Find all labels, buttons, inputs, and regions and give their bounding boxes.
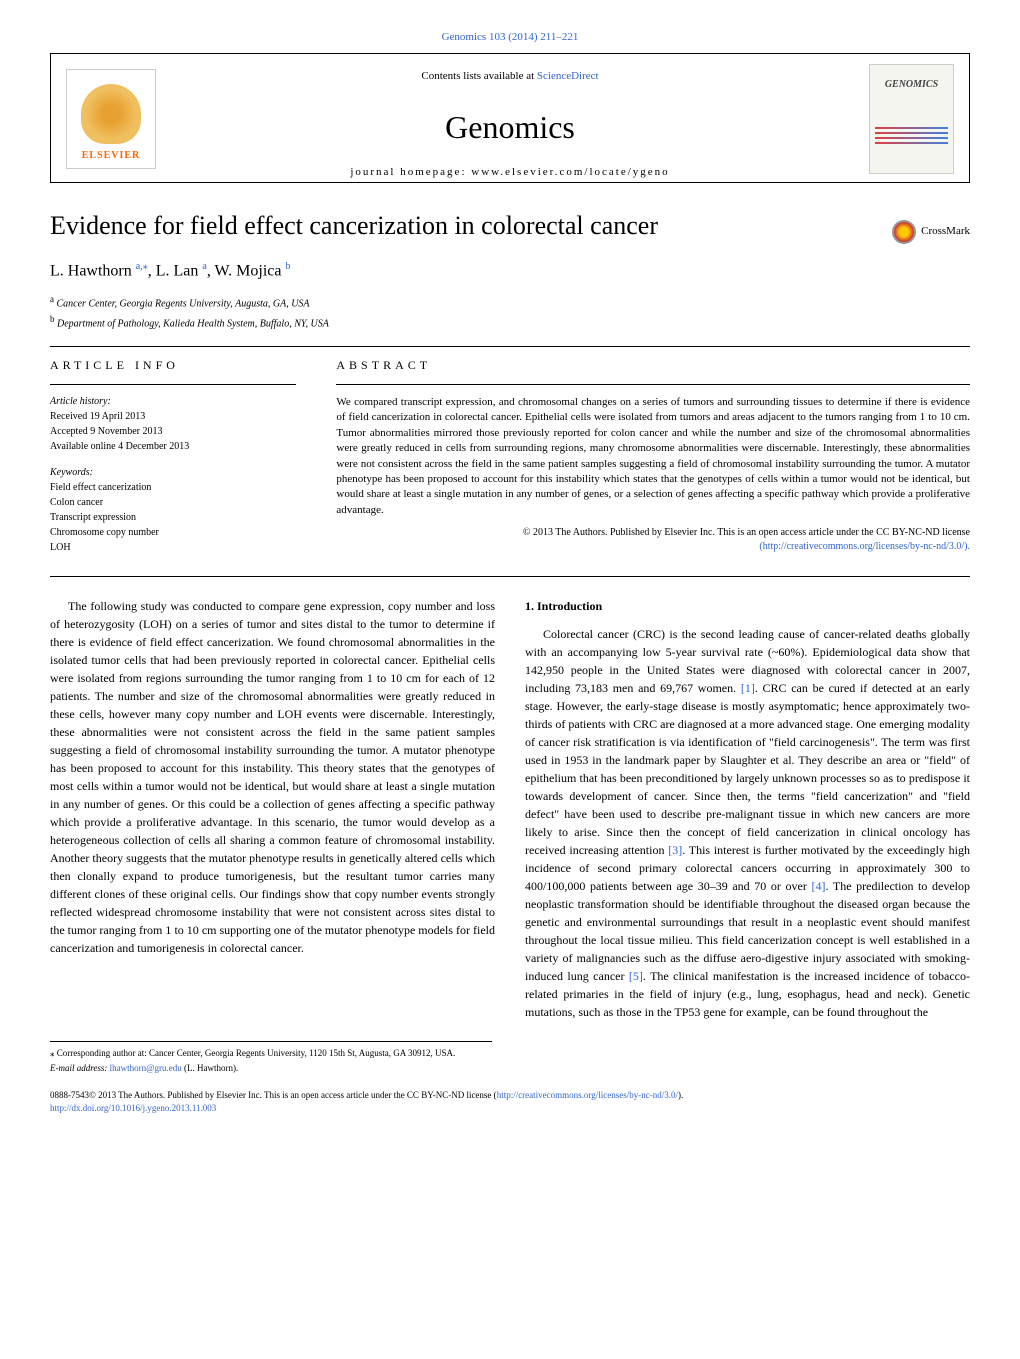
license-link[interactable]: (http://creativecommons.org/licenses/by-… bbox=[759, 541, 970, 552]
journal-title: Genomics bbox=[71, 105, 949, 150]
author-1: L. Hawthorn bbox=[50, 262, 136, 279]
info-divider-1 bbox=[50, 384, 296, 385]
article-title: Evidence for field effect cancerization … bbox=[50, 208, 970, 244]
keywords-title: Keywords: bbox=[50, 466, 296, 480]
email-link[interactable]: lhawthorn@gru.edu bbox=[110, 1063, 182, 1073]
homepage-url[interactable]: www.elsevier.com/locate/ygeno bbox=[471, 166, 669, 178]
keyword-5: LOH bbox=[50, 541, 296, 555]
history-title: Article history: bbox=[50, 395, 296, 409]
history-received: Received 19 April 2013 bbox=[50, 410, 296, 424]
left-column: The following study was conducted to com… bbox=[50, 597, 495, 1021]
authors-line: L. Hawthorn a,⁎, L. Lan a, W. Mojica b bbox=[50, 260, 970, 283]
article-history: Article history: Received 19 April 2013 … bbox=[50, 395, 296, 454]
article-info-label: ARTICLE INFO bbox=[50, 357, 296, 374]
keyword-1: Field effect cancerization bbox=[50, 481, 296, 495]
bottom-license-link[interactable]: http://creativecommons.org/licenses/by-n… bbox=[497, 1090, 678, 1100]
aff-b-text: Department of Pathology, Kalieda Health … bbox=[55, 318, 329, 329]
keyword-2: Colon cancer bbox=[50, 496, 296, 510]
contents-prefix: Contents lists available at bbox=[421, 70, 536, 82]
history-accepted: Accepted 9 November 2013 bbox=[50, 425, 296, 439]
email-suffix: (L. Hawthorn). bbox=[182, 1063, 238, 1073]
footnote-section: ⁎ Corresponding author at: Cancer Center… bbox=[50, 1041, 492, 1074]
aff-a-text: Cancer Center, Georgia Regents Universit… bbox=[54, 298, 310, 309]
right-column: 1. Introduction Colorectal cancer (CRC) … bbox=[525, 597, 970, 1021]
cover-graphic bbox=[875, 127, 948, 144]
journal-cover: GENOMICS bbox=[869, 64, 954, 174]
abstract-text: We compared transcript expression, and c… bbox=[336, 395, 970, 518]
keyword-4: Chromosome copy number bbox=[50, 526, 296, 540]
intro-paragraph: Colorectal cancer (CRC) is the second le… bbox=[525, 625, 970, 1021]
cover-title: GENOMICS bbox=[875, 78, 948, 92]
keywords-section: Keywords: Field effect cancerization Col… bbox=[50, 466, 296, 555]
copyright-text: © 2013 The Authors. Published by Elsevie… bbox=[523, 527, 970, 538]
divider-mid bbox=[50, 576, 970, 577]
issn-text: 0888-7543© 2013 The Authors. Published b… bbox=[50, 1090, 497, 1100]
email-label: E-mail address: bbox=[50, 1063, 110, 1073]
ref-3[interactable]: [3] bbox=[668, 843, 682, 857]
bottom-copyright: 0888-7543© 2013 The Authors. Published b… bbox=[50, 1089, 970, 1114]
abstract-divider-1 bbox=[336, 384, 970, 385]
ref-4[interactable]: [4] bbox=[811, 879, 825, 893]
ref-1[interactable]: [1] bbox=[741, 681, 755, 695]
article-info-section: ARTICLE INFO Article history: Received 1… bbox=[50, 357, 296, 556]
abstract-section: ABSTRACT We compared transcript expressi… bbox=[336, 357, 970, 556]
issn-close: ). bbox=[678, 1090, 683, 1100]
elsevier-logo: ELSEVIER bbox=[66, 69, 156, 169]
crossmark-label: CrossMark bbox=[921, 224, 970, 239]
header-box: ELSEVIER Contents lists available at Sci… bbox=[50, 53, 970, 183]
history-online: Available online 4 December 2013 bbox=[50, 440, 296, 454]
author-3-sup: b bbox=[286, 261, 291, 272]
abstract-copyright: © 2013 The Authors. Published by Elsevie… bbox=[336, 526, 970, 554]
elsevier-text: ELSEVIER bbox=[82, 149, 141, 163]
homepage-prefix: journal homepage: bbox=[350, 166, 471, 178]
contents-line: Contents lists available at ScienceDirec… bbox=[71, 69, 949, 84]
elsevier-tree-icon bbox=[81, 84, 141, 144]
intro-heading: 1. Introduction bbox=[525, 597, 970, 615]
doi-link[interactable]: http://dx.doi.org/10.1016/j.ygeno.2013.1… bbox=[50, 1103, 216, 1113]
author-2: , L. Lan bbox=[148, 262, 203, 279]
author-1-sup: a,⁎ bbox=[136, 261, 148, 272]
sciencedirect-link[interactable]: ScienceDirect bbox=[537, 70, 599, 82]
affiliations: a Cancer Center, Georgia Regents Univers… bbox=[50, 293, 970, 332]
crossmark-icon bbox=[892, 220, 916, 244]
corresponding-author: ⁎ Corresponding author at: Cancer Center… bbox=[50, 1047, 492, 1060]
journal-homepage: journal homepage: www.elsevier.com/locat… bbox=[71, 165, 949, 180]
divider-top bbox=[50, 346, 970, 347]
intro-text-2: . CRC can be cured if detected at an ear… bbox=[525, 681, 970, 857]
ref-5[interactable]: [5] bbox=[629, 969, 643, 983]
citation-link[interactable]: Genomics 103 (2014) 211–221 bbox=[50, 30, 970, 45]
intro-text-4: . The predilection to develop neoplastic… bbox=[525, 879, 970, 983]
crossmark-badge[interactable]: CrossMark bbox=[892, 220, 970, 244]
keyword-3: Transcript expression bbox=[50, 511, 296, 525]
summary-paragraph: The following study was conducted to com… bbox=[50, 597, 495, 957]
abstract-label: ABSTRACT bbox=[336, 357, 970, 374]
author-3: , W. Mojica bbox=[207, 262, 286, 279]
